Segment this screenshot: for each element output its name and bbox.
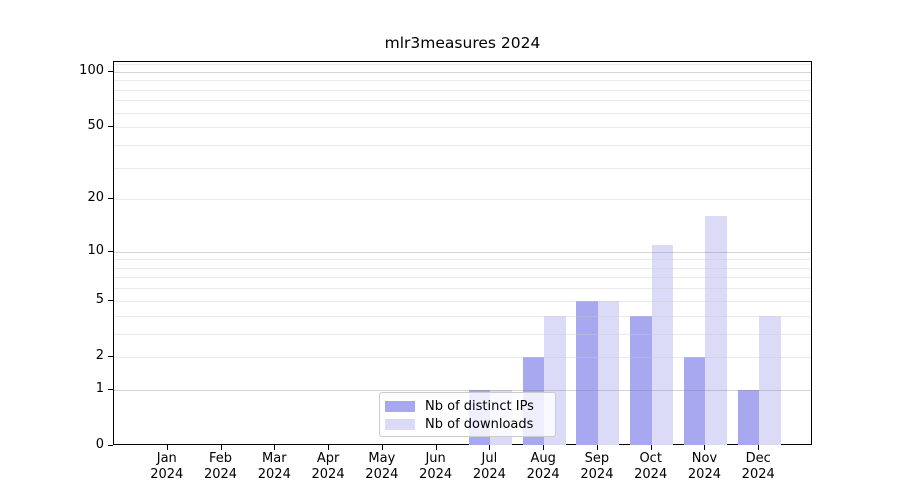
- x-tick: [166, 445, 168, 450]
- legend-item-distinct-ips: Nb of distinct IPs: [385, 398, 547, 414]
- legend-swatch-downloads: [385, 418, 415, 430]
- x-tick-label: Jun 2024: [419, 451, 453, 482]
- x-tick-label: Jan 2024: [150, 451, 184, 482]
- x-tick: [274, 445, 276, 450]
- x-tick-label: Mar 2024: [257, 451, 291, 482]
- bars-layer: [114, 62, 811, 445]
- y-tick-label: 1: [95, 380, 104, 396]
- bar-sep-ips: [576, 300, 598, 445]
- legend: Nb of distinct IPs Nb of downloads: [379, 392, 556, 437]
- x-tick-label: Dec 2024: [741, 451, 775, 482]
- bar-dec-ips: [737, 389, 760, 445]
- x-tick-label: Nov 2024: [687, 451, 721, 482]
- x-tick-label: Apr 2024: [311, 451, 345, 482]
- legend-label: Nb of downloads: [425, 416, 534, 432]
- x-tick-label: Oct 2024: [634, 451, 668, 482]
- bar-nov-ips: [683, 356, 706, 445]
- legend-swatch-distinct-ips: [385, 400, 415, 412]
- y-tick: [108, 355, 113, 357]
- x-tick-label: Feb 2024: [203, 451, 238, 482]
- x-tick-label: May 2024: [365, 451, 399, 482]
- x-tick: [328, 445, 330, 450]
- x-tick: [381, 445, 383, 450]
- chart-title: mlr3measures 2024: [384, 34, 541, 52]
- y-tick-label: 100: [79, 62, 104, 78]
- plot-area: Nb of distinct IPs Nb of downloads: [113, 61, 812, 445]
- x-tick: [704, 445, 706, 450]
- y-tick-label: 20: [87, 190, 104, 206]
- x-tick: [650, 445, 652, 450]
- y-tick: [108, 388, 113, 390]
- x-tick-label: Aug 2024: [526, 451, 560, 482]
- bar-oct-ips: [630, 315, 652, 445]
- y-tick-label: 50: [87, 118, 104, 134]
- x-tick: [543, 445, 545, 450]
- bar-dec-downloads: [759, 315, 781, 445]
- bar-oct-downloads: [651, 244, 674, 445]
- y-tick: [108, 299, 113, 301]
- x-tick-label: Jul 2024: [472, 451, 506, 482]
- x-tick: [596, 445, 598, 450]
- y-tick-label: 5: [95, 291, 104, 307]
- bar-nov-downloads: [705, 216, 727, 445]
- y-tick-label: 2: [95, 347, 104, 363]
- y-tick: [108, 250, 113, 252]
- y-tick: [108, 445, 113, 446]
- bar-sep-downloads: [597, 300, 620, 445]
- y-tick: [108, 126, 113, 128]
- x-tick: [758, 445, 760, 450]
- x-tick: [435, 445, 437, 450]
- legend-item-downloads: Nb of downloads: [385, 416, 547, 432]
- x-tick: [220, 445, 222, 450]
- legend-label: Nb of distinct IPs: [425, 398, 534, 414]
- x-tick-label: Sep 2024: [580, 451, 614, 482]
- y-tick: [108, 70, 113, 72]
- x-tick: [489, 445, 491, 450]
- y-tick-label: 0: [95, 437, 104, 452]
- y-tick: [108, 198, 113, 200]
- y-tick-label: 10: [87, 242, 104, 258]
